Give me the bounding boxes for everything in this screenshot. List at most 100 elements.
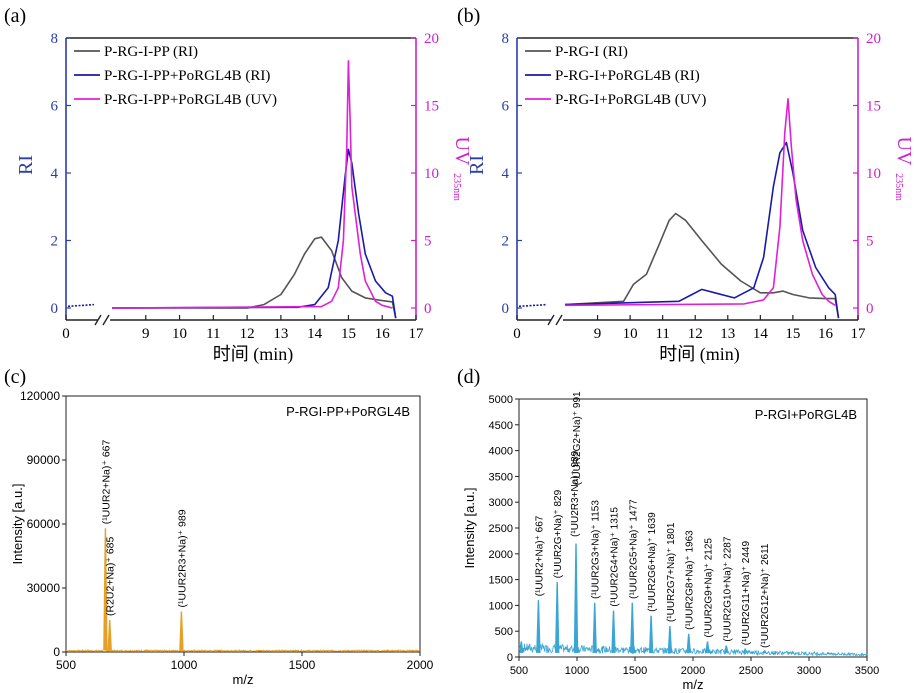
chart-c: 500 1000 1500 2000 m/z 0 30000 60000 90000 120000… xyxy=(10,389,434,687)
x-axis-label: 时间 (min) xyxy=(659,344,740,365)
y-right-tick-label: 5 xyxy=(424,234,432,250)
x-tick-label: 3000 xyxy=(797,665,821,677)
y-right-tick-label: 5 xyxy=(866,234,874,250)
chart-title: P-RGI-PP+PoRGL4B xyxy=(286,404,410,419)
chart-d: 500 1000 1500 2000 2500 3000 3500m/z0500100015… xyxy=(462,391,879,692)
axis-break-mark xyxy=(555,314,563,326)
x-tick-label: 1500 xyxy=(623,665,647,677)
legend-label: P-RG-I-PP (RI) xyxy=(104,44,198,60)
x-tick-label: 1000 xyxy=(565,665,589,677)
y-tick-label: 0 xyxy=(53,645,60,659)
x-tick-label: 12 xyxy=(240,326,255,342)
spectrum-peak-0 xyxy=(519,641,524,653)
x-axis-label: m/z xyxy=(683,677,704,692)
x-tick-label: 0 xyxy=(62,326,70,342)
peak-annotation: (¹UUR2G12+Na)⁺ 2611 xyxy=(760,543,771,648)
spectrum-peak-4 xyxy=(592,602,597,653)
x-tick-label: 2000 xyxy=(681,665,705,677)
y-axis-label: Intensity [a.u.] xyxy=(10,484,25,565)
y-left-tick-label: 6 xyxy=(51,99,59,115)
spectrum-peak-2 xyxy=(555,582,560,653)
panel-letter-b: (b) xyxy=(457,5,480,27)
x-axis-label: m/z xyxy=(233,672,254,687)
series-line-0 xyxy=(112,236,397,319)
plot-frame xyxy=(65,395,421,653)
peak-annotation: (¹UUR2+Na)⁺ 667 xyxy=(534,515,545,596)
y-left-axis-label: RI xyxy=(15,155,37,175)
y-tick-label: 2500 xyxy=(489,523,513,535)
x-tick-label: 3500 xyxy=(855,665,879,677)
x-tick-label: 14 xyxy=(307,326,323,342)
y-right-tick-label: 20 xyxy=(424,31,439,47)
y-left-tick-label: 8 xyxy=(51,31,59,47)
x-tick-label: 2500 xyxy=(739,665,763,677)
legend-label: P-RG-I (RI) xyxy=(555,44,628,60)
spectrum-peak-13 xyxy=(761,650,766,654)
x-tick-label: 17 xyxy=(851,326,867,342)
y-left-tick-label: 0 xyxy=(51,301,59,317)
x-tick-label: 1000 xyxy=(171,658,198,672)
y-tick-label: 60000 xyxy=(27,517,61,531)
axis-break-mark xyxy=(102,314,110,326)
spectrum-baseline xyxy=(518,642,868,658)
series-line-1 xyxy=(564,141,840,319)
spectrum-peak-2 xyxy=(179,611,184,651)
y-tick-label: 3000 xyxy=(489,497,513,509)
x-tick-label: 11 xyxy=(206,326,220,342)
y-tick-label: 120000 xyxy=(20,389,60,403)
y-right-tick-label: 10 xyxy=(866,166,881,182)
y-right-tick-label: 20 xyxy=(866,31,881,47)
peak-annotation: (¹UUR2G7+Na)⁺ 1801 xyxy=(666,522,677,622)
peak-annotation: (¹UUR2G8+Na)⁺ 1963 xyxy=(685,530,696,630)
y-left-tick-label: 4 xyxy=(51,166,59,182)
peak-annotation: (¹UUR2G10+Na)⁺ 2287 xyxy=(722,536,733,641)
x-tick-label: 10 xyxy=(172,326,187,342)
x-tick-label: 16 xyxy=(375,326,391,342)
y-right-tick-label: 0 xyxy=(866,301,874,317)
spectrum-peak-5 xyxy=(611,610,616,653)
spectrum-peak-3 xyxy=(573,543,579,653)
peak-annotation: (¹UU2R3+Na)⁺ 989 xyxy=(570,450,581,537)
peak-annotation: (¹UUR2+Na)⁺ 667 xyxy=(100,439,112,524)
y-right-axis-sub: 235nm xyxy=(451,173,462,201)
x-tick-label: 17 xyxy=(409,326,425,342)
legend-label: P-RG-I+PoRGL4B (RI) xyxy=(555,68,700,84)
spectrum-peak-12 xyxy=(742,647,748,654)
x-axis-label: 时间 (min) xyxy=(213,344,294,365)
y-left-tick-label: 4 xyxy=(502,166,510,182)
peak-annotation: (¹UUR2G6+Na)⁺ 1639 xyxy=(647,512,658,612)
y-tick-label: 2000 xyxy=(489,549,513,561)
peak-annotation: (¹UUR2G+Na)⁺ 829 xyxy=(553,489,564,578)
x-tick-label: 2000 xyxy=(407,658,434,672)
spectrum-peak-7 xyxy=(648,615,654,653)
spectrum-peak-10 xyxy=(705,641,710,653)
x-tick-label: 500 xyxy=(56,658,76,672)
peak-annotation: (¹UUR2G11+Na)⁺ 2449 xyxy=(741,541,752,646)
x-tick-label: 16 xyxy=(818,326,834,342)
y-tick-label: 90000 xyxy=(27,453,61,467)
y-right-tick-label: 0 xyxy=(424,301,432,317)
series-line-1 xyxy=(111,148,397,319)
baseline-left-segment xyxy=(518,303,548,308)
x-tick-label: 0 xyxy=(513,326,521,342)
y-left-tick-label: 8 xyxy=(502,31,510,47)
y-left-tick-label: 0 xyxy=(502,301,510,317)
x-tick-label: 15 xyxy=(785,326,800,342)
y-tick-label: 500 xyxy=(495,626,513,638)
y-right-tick-label: 10 xyxy=(424,166,439,182)
peak-annotation: (R2U2+Na)⁺ 685 xyxy=(105,536,117,616)
peak-annotation: (¹UUR2G4+Na)⁺ 1315 xyxy=(610,507,621,607)
panel-letter-c: (c) xyxy=(4,366,26,388)
spectrum-peak-9 xyxy=(686,633,691,653)
axis-break-mark xyxy=(547,314,555,326)
x-tick-label: 11 xyxy=(655,326,669,342)
y-tick-label: 5000 xyxy=(489,394,513,406)
x-tick-label: 13 xyxy=(273,326,288,342)
x-tick-label: 1500 xyxy=(289,658,316,672)
x-tick-label: 9 xyxy=(142,326,150,342)
x-tick-label: 15 xyxy=(341,326,356,342)
y-right-axis-label: UV xyxy=(451,137,473,166)
spectrum-baseline xyxy=(65,648,421,653)
spectrum-peak-6 xyxy=(630,602,635,653)
